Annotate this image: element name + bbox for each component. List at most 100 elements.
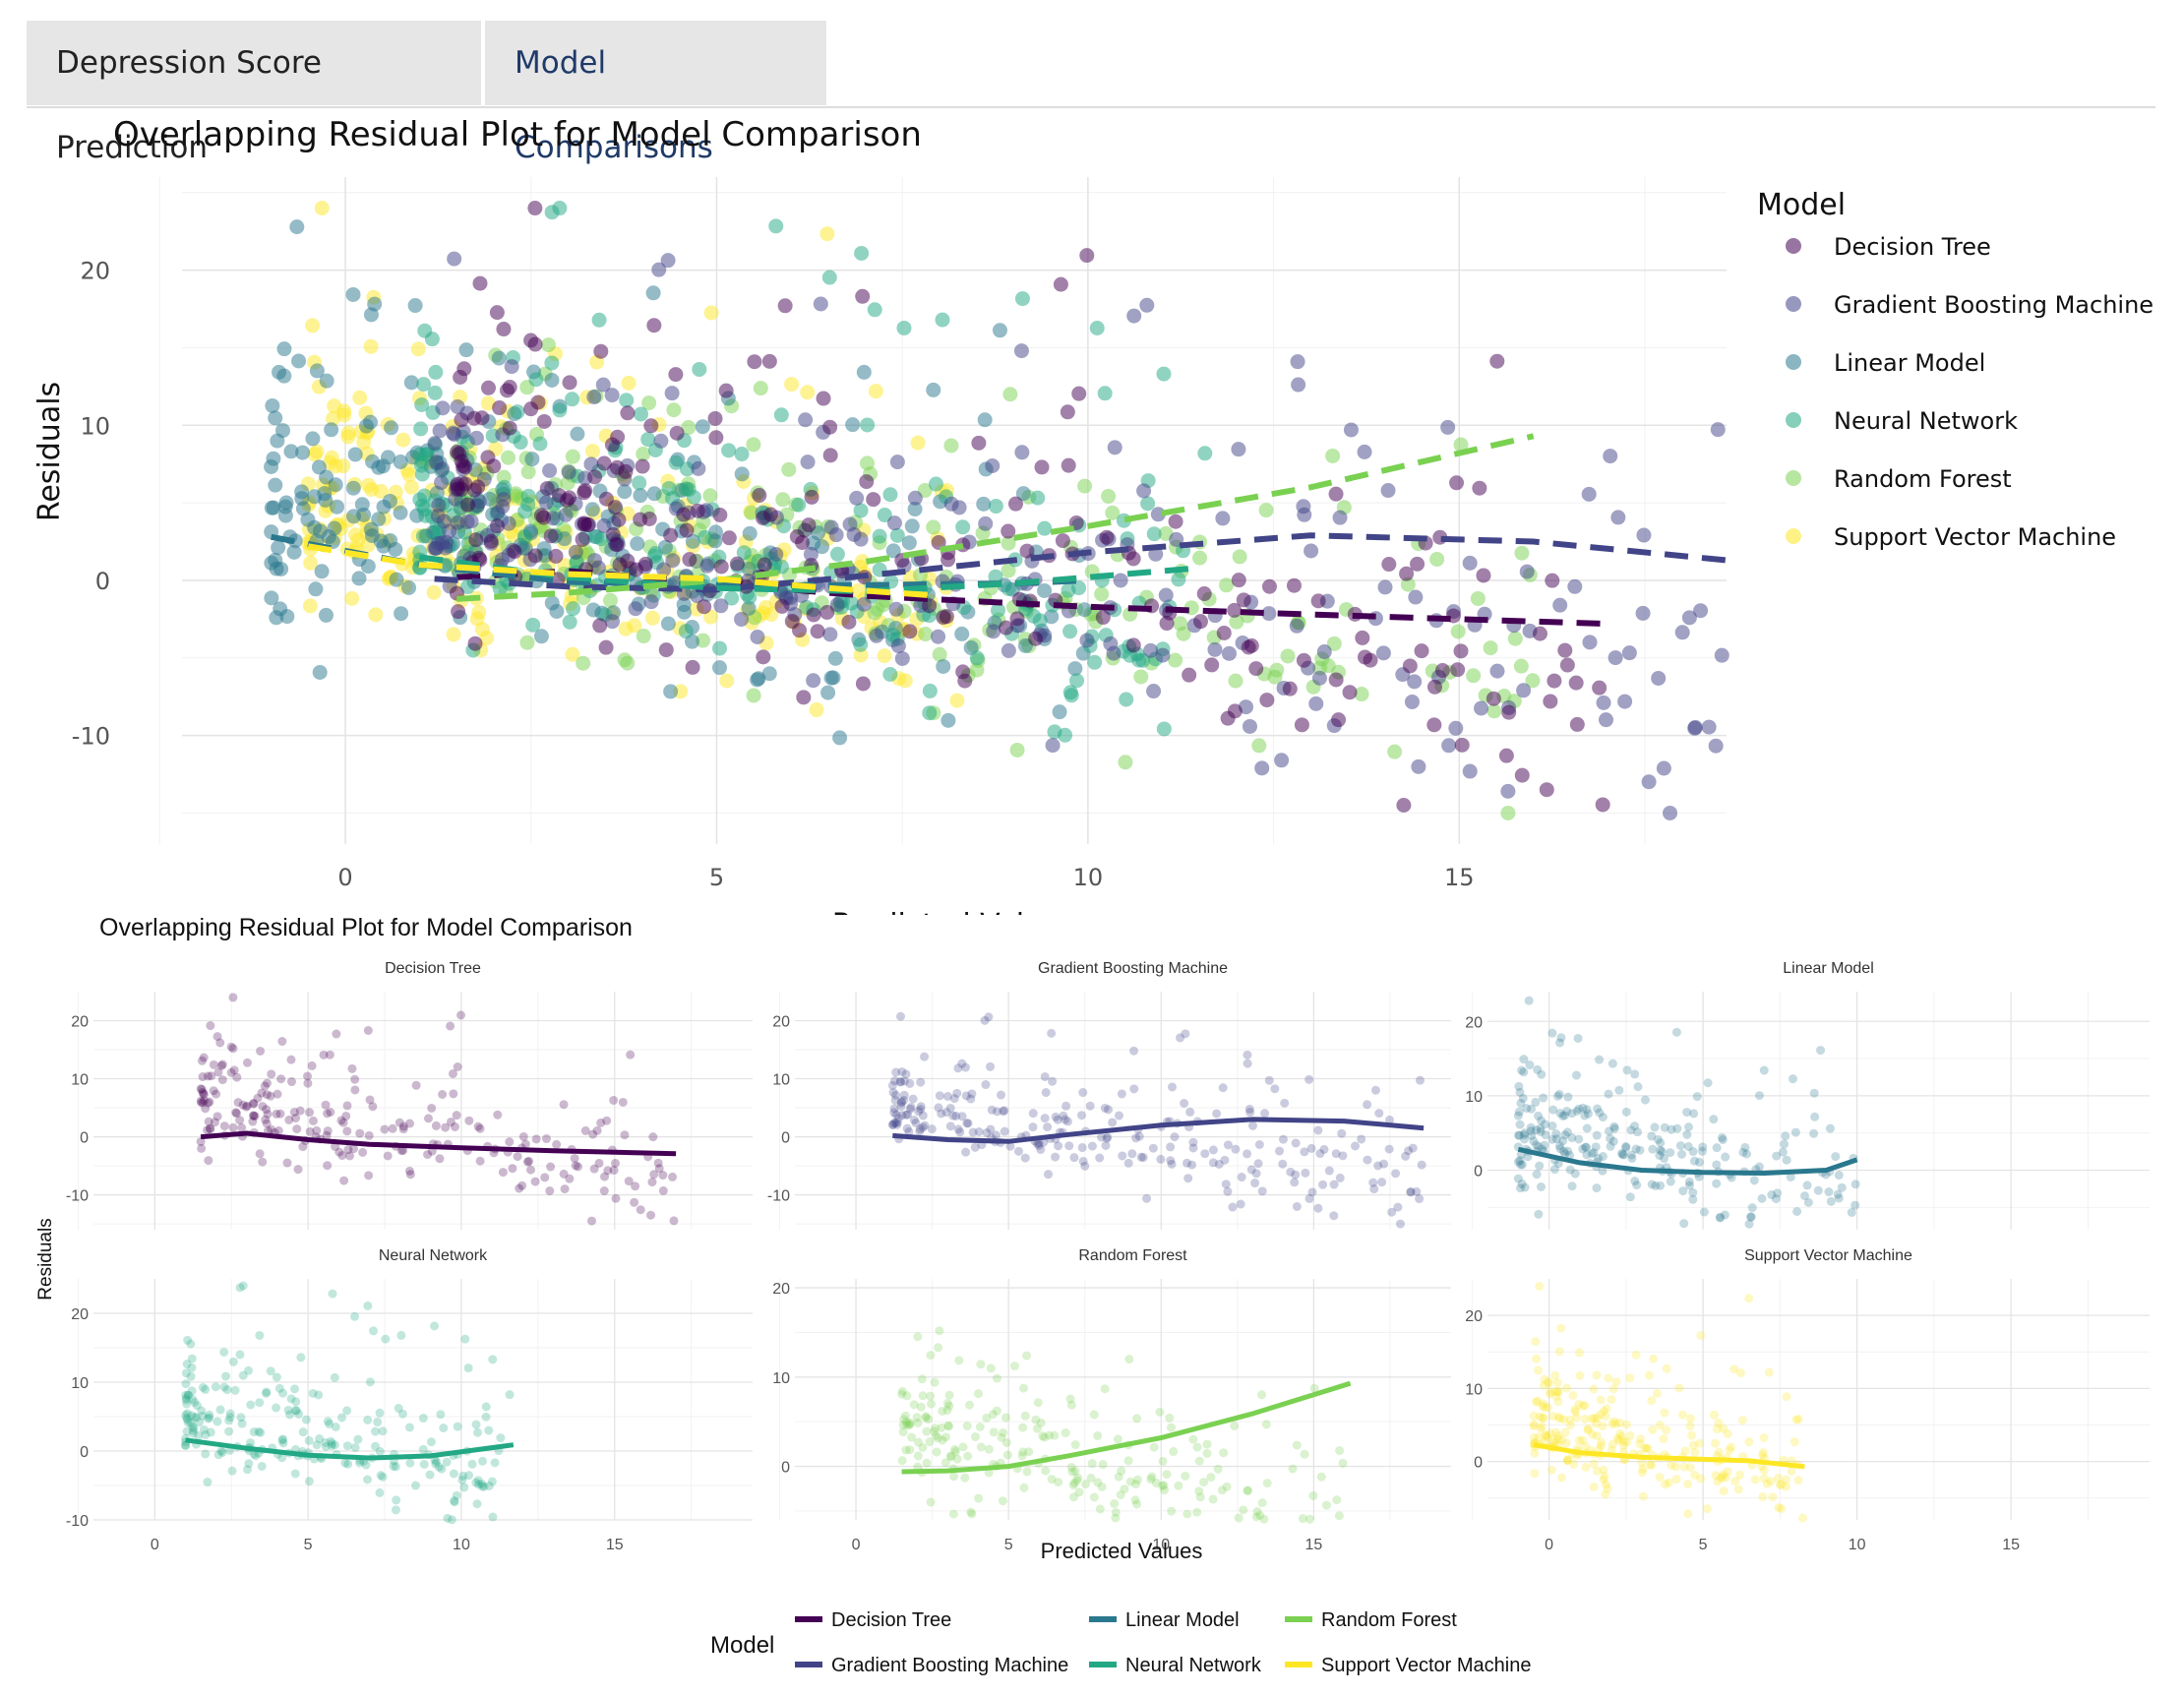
data-point	[507, 544, 522, 560]
data-point	[943, 1421, 953, 1430]
data-point	[1716, 1212, 1726, 1222]
data-point	[1300, 1449, 1309, 1459]
data-point	[849, 490, 865, 506]
data-point	[1712, 1143, 1722, 1153]
data-point	[1274, 753, 1290, 768]
data-point	[1719, 1470, 1729, 1480]
data-point	[666, 402, 682, 418]
data-point	[525, 617, 541, 633]
data-point	[1618, 1440, 1628, 1450]
data-point	[679, 522, 695, 538]
x-tick-label: 10	[1152, 1537, 1170, 1553]
data-point	[347, 447, 363, 462]
data-point	[1500, 783, 1516, 799]
data-point	[1774, 1473, 1784, 1483]
data-point	[580, 1125, 590, 1135]
data-point	[1114, 1111, 1123, 1121]
data-point	[1304, 1074, 1314, 1084]
data-point	[1674, 1383, 1684, 1393]
data-point	[1583, 1109, 1593, 1119]
data-point	[350, 1074, 360, 1084]
data-point	[774, 598, 790, 614]
data-point	[255, 1398, 265, 1408]
legend-title: Model	[1757, 188, 1846, 222]
data-point	[1368, 1178, 1378, 1187]
data-point	[358, 1147, 368, 1157]
data-point	[1254, 760, 1270, 776]
data-point	[1221, 645, 1237, 661]
data-point	[1370, 1085, 1380, 1095]
data-point	[1051, 1152, 1061, 1162]
data-point	[946, 1451, 956, 1461]
data-point	[1476, 568, 1491, 583]
data-point	[951, 500, 967, 515]
data-point	[242, 1058, 252, 1067]
data-point	[1169, 1447, 1179, 1457]
data-point	[699, 558, 715, 574]
data-point	[734, 466, 750, 482]
data-point	[446, 1117, 455, 1126]
data-point	[1087, 654, 1103, 670]
data-point	[682, 552, 698, 568]
x-tick-label: 10	[1073, 864, 1104, 891]
data-point	[1067, 661, 1083, 677]
data-point	[1270, 1084, 1280, 1094]
data-point	[1129, 1046, 1139, 1056]
data-point	[926, 519, 941, 535]
trend-line	[185, 1437, 515, 1461]
data-point	[1117, 1466, 1126, 1476]
data-point	[392, 1495, 401, 1505]
tab-depression-score-prediction[interactable]: Depression Score Prediction	[27, 21, 481, 165]
data-point	[1674, 625, 1690, 640]
data-point	[1044, 609, 1060, 625]
data-point	[225, 1413, 235, 1423]
data-point	[1534, 1209, 1544, 1219]
data-point	[1557, 1435, 1567, 1445]
data-point	[702, 488, 718, 504]
data-point	[641, 395, 657, 411]
data-point	[1034, 1138, 1044, 1148]
data-point	[466, 410, 482, 426]
data-point	[1598, 1166, 1608, 1176]
data-point	[1723, 1429, 1732, 1439]
tab-model-comparisons[interactable]: Model Comparisons	[485, 21, 826, 165]
data-point	[302, 598, 318, 614]
data-point	[1036, 1145, 1046, 1155]
data-point	[1685, 1463, 1695, 1473]
data-point	[1033, 1398, 1043, 1408]
data-point	[1257, 1186, 1267, 1196]
data-point	[574, 1162, 583, 1172]
data-point	[198, 1411, 208, 1421]
data-point	[1581, 1142, 1591, 1152]
data-point	[916, 1105, 926, 1115]
data-point	[1261, 578, 1277, 594]
data-point	[1558, 1111, 1568, 1121]
data-point	[1081, 1480, 1091, 1489]
data-point	[1048, 1076, 1058, 1086]
data-point	[1679, 1219, 1689, 1229]
data-point	[747, 354, 762, 370]
data-point	[800, 454, 816, 470]
data-point	[890, 1076, 900, 1086]
data-point	[1001, 580, 1016, 596]
data-point	[1653, 1134, 1663, 1144]
data-point	[1695, 1157, 1705, 1167]
data-point	[1449, 475, 1465, 491]
data-point	[273, 1089, 282, 1099]
data-point	[1024, 1447, 1034, 1457]
data-point	[815, 539, 830, 555]
data-point	[446, 1021, 455, 1031]
data-point	[1530, 1469, 1540, 1479]
data-point	[663, 527, 679, 543]
data-point	[442, 1457, 452, 1467]
data-point	[286, 1077, 296, 1087]
data-point	[497, 479, 513, 495]
data-point	[229, 1065, 239, 1075]
data-point	[216, 1446, 226, 1456]
data-point	[1355, 630, 1370, 645]
data-point	[1537, 1116, 1547, 1125]
data-point	[1018, 1423, 1028, 1432]
x-tick-label: 15	[1304, 1537, 1322, 1553]
data-point	[904, 518, 920, 534]
data-point	[869, 628, 884, 643]
